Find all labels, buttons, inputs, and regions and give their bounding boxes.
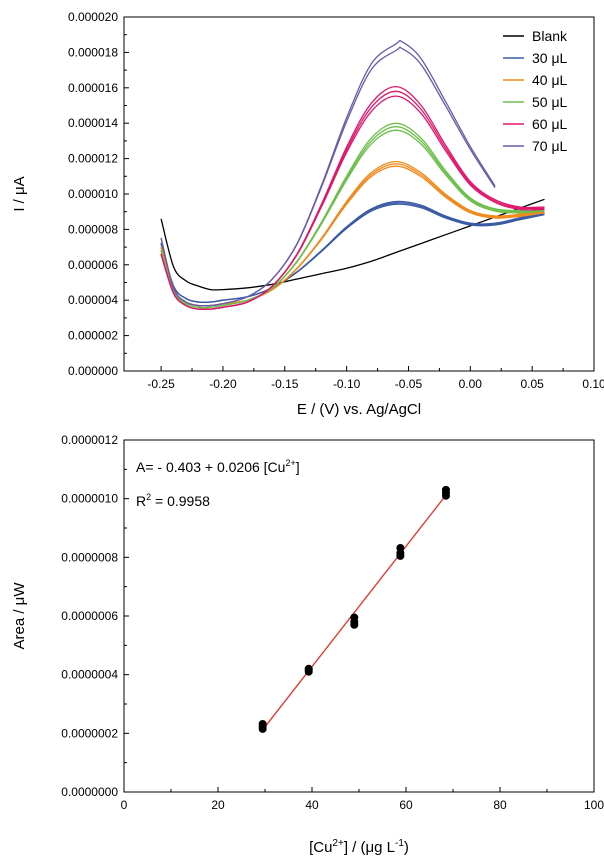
data-point xyxy=(304,666,313,675)
legend-label: 30 μL xyxy=(532,50,568,66)
y-tick-label: 0.000012 xyxy=(68,152,118,166)
y-tick-label: 0.000008 xyxy=(68,222,118,236)
y-tick-label: 0.000004 xyxy=(68,293,118,307)
y-tick-label: 0.0000006 xyxy=(61,609,118,623)
r-squared-value: R2 = 0.9958 xyxy=(136,492,210,509)
x-tick-label: -0.10 xyxy=(333,377,361,391)
x-tick-label: 0.00 xyxy=(459,377,483,391)
legend-label: 40 μL xyxy=(532,72,568,88)
calibration-fit-line xyxy=(262,494,447,731)
y-tick-label: 0.000006 xyxy=(68,258,118,272)
y-axis-title: Area / μW xyxy=(11,582,28,650)
x-tick-label: 0.05 xyxy=(520,377,544,391)
series-line xyxy=(160,203,545,303)
calibration-points xyxy=(258,485,450,733)
series-line xyxy=(160,90,545,311)
x-tick-label: 0.10 xyxy=(582,377,604,391)
x-tick-label: 80 xyxy=(493,798,507,812)
series-line xyxy=(160,122,545,309)
data-point xyxy=(350,617,359,626)
x-tick-label: -0.20 xyxy=(209,377,237,391)
y-tick-label: 0.000020 xyxy=(68,10,118,24)
x-axis-ticks: 0 20 40 60 80 100 xyxy=(121,787,604,812)
data-point xyxy=(441,488,450,497)
x-tick-label: 100 xyxy=(584,798,604,812)
x-axis-ticks: -0.25 -0.20 -0.15 -0.10 -0.05 0.00 0.05 0.10 xyxy=(147,366,604,391)
series-line xyxy=(160,163,545,307)
legend-label: 50 μL xyxy=(532,94,568,110)
x-tick-label: 40 xyxy=(305,798,319,812)
legend-label: Blank xyxy=(532,28,568,44)
x-axis-title: [Cu2+] / (μg L-1) xyxy=(309,838,409,856)
y-tick-label: 0.0000012 xyxy=(61,433,118,447)
series-line xyxy=(160,85,545,311)
y-tick-label: 0.000014 xyxy=(68,116,118,130)
x-tick-label: 60 xyxy=(399,798,413,812)
y-tick-label: 0.000002 xyxy=(68,329,118,343)
legend-label: 60 μL xyxy=(532,116,568,132)
regression-equation: A= - 0.403 + 0.0206 [Cu2+] xyxy=(136,458,300,475)
x-tick-label: -0.15 xyxy=(271,377,299,391)
y-tick-label: 0.0000008 xyxy=(61,550,118,564)
legend: Blank 30 μL 40 μL 50 μL 60 μL 70 μL xyxy=(503,28,568,154)
y-tick-label: 0.000000 xyxy=(68,364,118,378)
y-tick-label: 0.0000004 xyxy=(61,668,118,682)
series-line xyxy=(160,39,496,307)
data-point xyxy=(258,722,267,731)
y-tick-label: 0.000010 xyxy=(68,187,118,201)
series-line xyxy=(160,95,545,311)
y-axis-ticks: 0.0000000 0.0000002 0.0000004 0.0000006 0.00… xyxy=(61,433,129,799)
series-line xyxy=(160,160,545,307)
y-tick-label: 0.000016 xyxy=(68,81,118,95)
fit-line xyxy=(262,494,447,731)
x-tick-label: 20 xyxy=(211,798,225,812)
series-line xyxy=(160,129,545,309)
data-point xyxy=(396,548,405,557)
series-line xyxy=(160,200,545,303)
x-tick-label: -0.25 xyxy=(147,377,175,391)
x-tick-label: -0.05 xyxy=(395,377,423,391)
series-line xyxy=(160,198,545,291)
plot-frame-top xyxy=(123,16,595,372)
x-axis-title: E / (V) vs. Ag/AgCl xyxy=(297,401,421,418)
y-tick-label: 0.0000010 xyxy=(61,492,118,506)
x-tick-label: 0 xyxy=(121,798,128,812)
voltammogram-series xyxy=(160,39,545,311)
legend-label: 70 μL xyxy=(532,138,568,154)
calibration-chart: 0 20 40 60 80 100 0.0000000 0.0000002 0.0000004… xyxy=(11,433,604,856)
y-tick-label: 0.000018 xyxy=(68,45,118,59)
series-line xyxy=(160,46,496,307)
series-line xyxy=(160,165,545,307)
y-tick-label: 0.0000000 xyxy=(61,785,118,799)
y-tick-label: 0.0000002 xyxy=(61,726,118,740)
y-axis-ticks: 0.000000 0.000002 0.000004 0.000006 0.000008… xyxy=(68,10,129,378)
y-axis-title: I / μA xyxy=(11,176,28,211)
